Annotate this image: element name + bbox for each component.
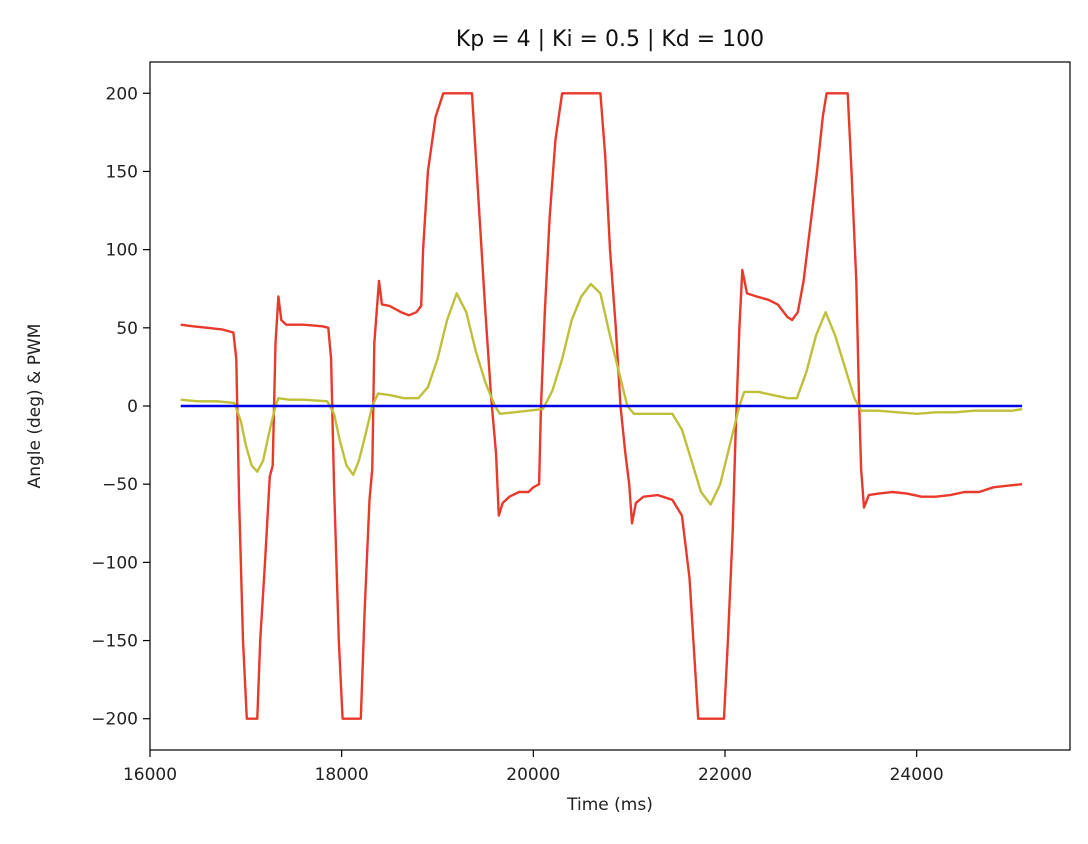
x-axis-label: Time (ms) xyxy=(566,795,653,815)
series-layer xyxy=(180,92,1023,720)
x-tick-label: 24000 xyxy=(890,765,944,785)
y-tick-label: −50 xyxy=(102,475,138,495)
chart-title: Kp = 4 | Ki = 0.5 | Kd = 100 xyxy=(456,27,764,52)
y-tick-label: 100 xyxy=(106,241,138,261)
y-tick-label: 50 xyxy=(116,319,138,339)
x-tick-label: 18000 xyxy=(315,765,369,785)
y-tick-label: −150 xyxy=(91,632,138,652)
x-axis-ticks: 16000 18000 20000 22000 24000 xyxy=(123,750,944,785)
x-tick-label: 22000 xyxy=(698,765,752,785)
y-tick-label: 200 xyxy=(106,84,138,104)
x-tick-label: 16000 xyxy=(123,765,177,785)
y-axis-ticks: −200 −150 −100 −50 0 50 100 150 200 xyxy=(91,84,150,730)
series-line-2 xyxy=(180,282,1023,506)
y-tick-label: −200 xyxy=(91,710,138,730)
y-tick-label: 0 xyxy=(127,397,138,417)
series-line-1 xyxy=(180,92,1023,720)
x-tick-label: 20000 xyxy=(506,765,560,785)
y-tick-label: 150 xyxy=(106,162,138,182)
y-axis-label: Angle (deg) & PWM xyxy=(25,324,45,489)
y-tick-label: −100 xyxy=(91,553,138,573)
